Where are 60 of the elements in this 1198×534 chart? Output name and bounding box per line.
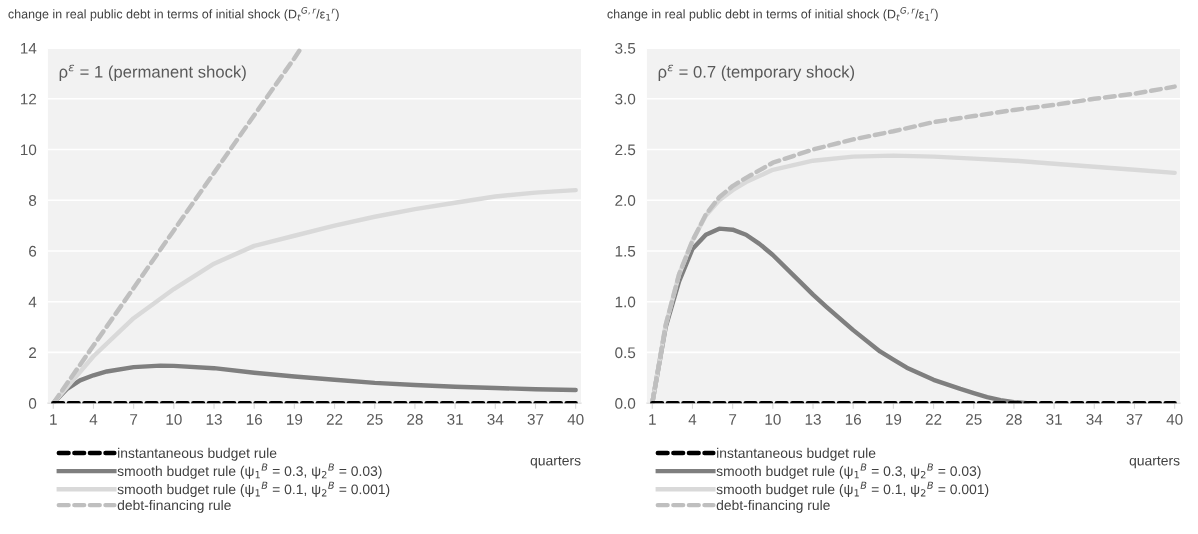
y-tick-label: 1.5: [615, 246, 636, 257]
y-tick-label: 0: [28, 398, 37, 409]
x-tick-label: 31: [1046, 413, 1062, 425]
y-tick-label: 3.0: [615, 93, 636, 105]
x-axis-title: quarters: [1129, 456, 1180, 469]
y-tick-label: 2.5: [615, 144, 636, 156]
legend-label: instantaneous budget rule: [717, 447, 876, 461]
y-tick-label: 2: [29, 347, 37, 358]
x-tick-label: 37: [1126, 413, 1143, 425]
x-tick-label: 10: [166, 413, 182, 425]
x-tick-label: 28: [407, 413, 423, 425]
x-tick-label: 1: [50, 414, 57, 425]
x-tick-label: 7: [130, 414, 138, 425]
y-tick-label: 14: [20, 43, 37, 54]
x-tick-label: 25: [367, 413, 383, 425]
x-tick-label: 19: [287, 413, 303, 425]
legend-label: debt-financing rule: [117, 499, 231, 513]
x-tick-label: 22: [326, 413, 343, 425]
line-series: [650, 84, 1177, 404]
x-tick-label: 1: [649, 414, 656, 425]
chart-title: change in real public debt in terms of initial shock (D$_{t}$$^{G,r}$/ε$_{1}$$^{r}$): [8, 7, 339, 21]
legend-label: smooth budget rule (ψ$_{1}$$^{B}$ = 0.1, ψ$_{2}$$^{B}$ = 0.001): [117, 481, 390, 497]
y-tick-label: 8: [28, 195, 37, 206]
legend-label: smooth budget rule (ψ$_{1}$$^{B}$ = 0.1, ψ$_{2}$$^{B}$ = 0.001): [716, 481, 989, 497]
line-series: [51, 48, 304, 404]
legend-label: instantaneous budget rule: [118, 447, 277, 461]
y-tick-label: 0.5: [615, 347, 636, 359]
chart-title: change in real public debt in terms of initial shock (D$_{t}$$^{G,r}$/ε$_{1}$$^{r}$): [607, 7, 938, 21]
x-tick-label: 10: [765, 413, 781, 425]
y-tick-label: 12: [20, 93, 37, 105]
legend-label: debt-financing rule: [716, 499, 830, 513]
y-tick-label: 2.0: [615, 195, 636, 206]
x-tick-label: 31: [447, 413, 463, 425]
y-tick-label: 1.0: [615, 296, 636, 308]
x-tick-label: 40: [1166, 413, 1183, 425]
x-tick-label: 19: [886, 413, 902, 425]
annotation: ρ$^{ε}$ = 1 (permanent shock): [59, 64, 246, 82]
legend-label: smooth budget rule (ψ$_{1}$$^{B}$ = 0.3, ψ$_{2}$$^{B}$ = 0.03): [117, 463, 382, 479]
x-tick-label: 4: [89, 414, 98, 425]
y-tick-label: 10: [20, 144, 37, 156]
annotation: ρ$^{ε}$ = 0.7 (temporary shock): [658, 64, 855, 82]
y-tick-label: 0.0: [615, 398, 636, 409]
x-axis-title: quarters: [530, 456, 581, 469]
x-tick-label: 28: [1006, 413, 1022, 425]
x-tick-label: 34: [1086, 413, 1103, 425]
x-tick-label: 7: [729, 414, 737, 425]
legend-label: smooth budget rule (ψ$_{1}$$^{B}$ = 0.3, ψ$_{2}$$^{B}$ = 0.03): [716, 463, 981, 479]
y-tick-label: 6: [29, 245, 37, 257]
x-tick-label: 34: [487, 413, 504, 425]
x-tick-label: 25: [966, 413, 982, 425]
y-tick-label: 3.5: [615, 42, 636, 54]
x-tick-label: 22: [925, 413, 942, 425]
x-tick-label: 16: [246, 413, 263, 425]
x-tick-label: 4: [688, 414, 697, 425]
x-tick-label: 13: [805, 413, 821, 425]
x-tick-label: 16: [845, 413, 862, 425]
x-tick-label: 37: [527, 413, 544, 425]
x-tick-label: 40: [567, 413, 584, 425]
y-tick-label: 4: [28, 296, 37, 308]
x-tick-label: 13: [206, 413, 222, 425]
